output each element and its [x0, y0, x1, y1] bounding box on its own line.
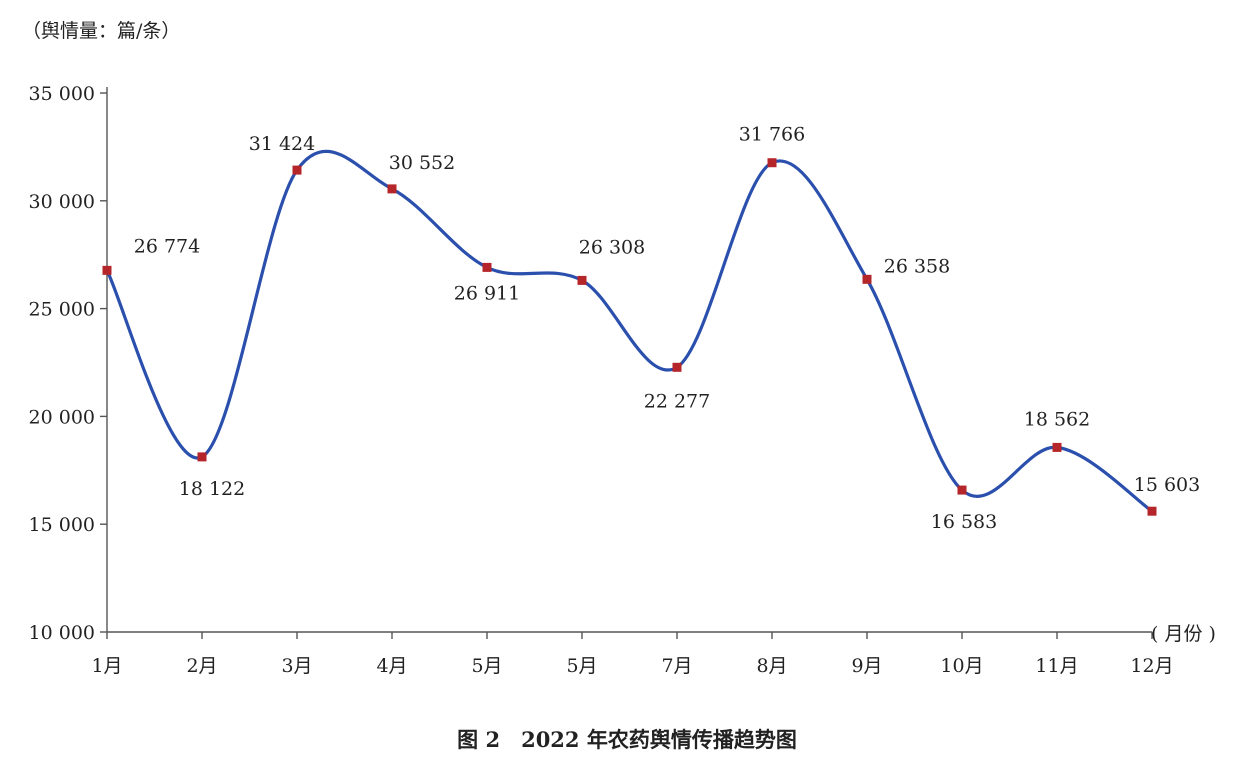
data-point-marker	[767, 158, 777, 168]
data-point-marker	[482, 262, 492, 272]
x-ticks: 1月 2月 3月 4月 5月 5月 7月 8月 9月 10月 11月 12月	[91, 632, 1174, 677]
data-label: 31 766	[739, 124, 805, 146]
data-labels: 26 774 18 122 31 424 30 552 26 911 26 308 22 2…	[134, 124, 1200, 533]
data-label: 26 911	[454, 282, 520, 304]
x-tick-label: 1月	[91, 655, 122, 677]
y-tick-label: 20 000	[29, 406, 95, 428]
data-label: 15 603	[1134, 474, 1200, 496]
y-tick-label: 30 000	[29, 191, 95, 213]
x-tick-label: 12月	[1130, 655, 1173, 677]
x-tick-label: 5月	[471, 655, 502, 677]
data-label: 31 424	[249, 133, 315, 155]
x-axis-label: ( 月份 )	[1151, 623, 1216, 645]
data-label: 26 358	[884, 255, 950, 277]
data-point-marker	[197, 452, 207, 462]
axes	[106, 87, 1152, 633]
y-axis-label: （舆情量：篇/条）	[22, 20, 180, 42]
x-tick-label: 2月	[186, 655, 217, 677]
data-label: 26 308	[579, 236, 645, 258]
data-point-marker	[672, 362, 682, 372]
chart-title: 图 2 2022 年农药舆情传播趋势图	[457, 727, 797, 752]
x-tick-label: 4月	[376, 655, 407, 677]
data-point-marker	[577, 275, 587, 285]
y-tick-label: 35 000	[29, 83, 95, 105]
x-tick-label: 11月	[1035, 655, 1078, 677]
data-point-marker	[387, 184, 397, 194]
x-tick-label: 8月	[756, 655, 787, 677]
data-label: 30 552	[389, 152, 455, 174]
x-tick-label: 5月	[566, 655, 597, 677]
x-tick-label: 10月	[940, 655, 983, 677]
series-line	[105, 149, 1153, 513]
data-point-marker	[102, 265, 112, 275]
x-tick-label: 7月	[661, 655, 692, 677]
y-tick-label: 15 000	[29, 514, 95, 536]
data-point-marker	[957, 485, 967, 495]
data-point-marker	[292, 165, 302, 175]
data-markers	[102, 158, 1157, 516]
y-ticks: 10 000 15 000 20 000 25 000 30 000 35 000	[29, 83, 107, 644]
y-tick-label: 10 000	[29, 622, 95, 644]
data-label: 18 122	[179, 478, 245, 500]
data-label: 18 562	[1024, 408, 1090, 430]
data-label: 16 583	[931, 511, 997, 533]
data-point-marker	[1147, 506, 1157, 516]
x-tick-label: 9月	[851, 655, 882, 677]
x-tick-label: 3月	[281, 655, 312, 677]
data-point-marker	[862, 274, 872, 284]
data-point-marker	[1052, 442, 1062, 452]
data-label: 22 277	[644, 390, 710, 412]
y-tick-label: 25 000	[29, 299, 95, 321]
data-label: 26 774	[134, 235, 200, 257]
